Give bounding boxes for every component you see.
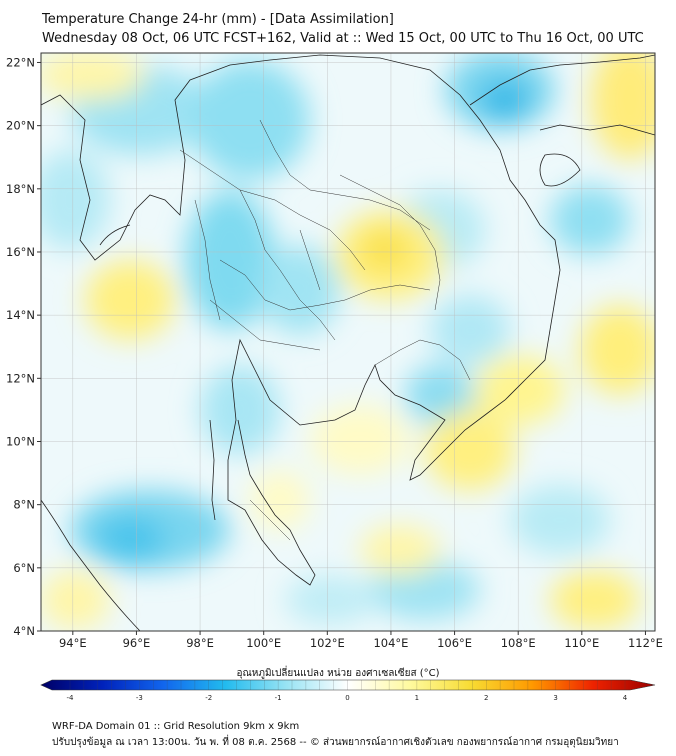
lat-tick-label: 12°N [6,371,35,385]
lat-tick-label: 22°N [6,55,35,69]
lat-tick-label: 14°N [6,308,35,322]
lat-tick-label: 10°N [6,434,35,448]
colorbar-title: อุณหภูมิเปลี่ยนแปลง หน่วย องศาเซลเซียส (… [236,668,440,679]
lat-tick-label: 16°N [6,245,35,259]
colorbar-tick-label: 2 [484,694,488,702]
lat-tick-label: 18°N [6,182,35,196]
lon-tick-label: 102°E [310,636,345,650]
coastlines [41,54,655,631]
lat-tick-label: 6°N [13,561,35,575]
map-frame [40,52,656,632]
lon-tick-label: 106°E [437,636,472,650]
lat-tick-label: 20°N [6,119,35,133]
lon-tick-label: 94°E [59,636,87,650]
lon-tick-label: 108°E [501,636,536,650]
colorbar-tick-label: -2 [205,694,212,702]
lon-tick-label: 112°E [628,636,663,650]
temperature-field [41,53,655,631]
longitude-axis: 94°E 96°E 98°E 100°E 102°E 104°E 106°E 108°E 110… [59,631,663,650]
chart-subtitle: Wednesday 08 Oct, 06 UTC FCST+162, Valid… [42,31,644,46]
latitude-axis: 22°N 20°N 18°N 16°N 14°N 12°N 10°N 8°N 6°N 4°N [6,55,41,638]
colorbar-tick-label: 0 [345,694,349,702]
lon-tick-label: 96°E [123,636,151,650]
colorbar: -4 -3 -2 -1 0 1 2 3 4 [40,679,656,702]
footer-model-info: WRF-DA Domain 01 :: Grid Resolution 9km … [52,721,300,732]
footer-update-info: ปรับปรุงข้อมูล ณ เวลา 13:00น. วัน พ. ที่… [52,737,619,748]
colorbar-tick-label: 4 [623,694,628,702]
colorbar-tick-label: 1 [415,694,419,702]
colorbar-tick-label: -3 [136,694,143,702]
lat-tick-label: 4°N [13,624,35,638]
colorbar-tick-label: 3 [553,694,557,702]
lon-tick-label: 100°E [246,636,281,650]
colorbar-tick-label: -1 [275,694,282,702]
lon-tick-label: 104°E [373,636,408,650]
lon-tick-label: 110°E [564,636,599,650]
lat-tick-label: 8°N [13,498,35,512]
admin-borders [179,119,471,541]
colorbar-tick-label: -4 [67,694,75,702]
lon-tick-label: 98°E [186,636,214,650]
chart-title: Temperature Change 24-hr (mm) - [Data As… [42,12,394,27]
